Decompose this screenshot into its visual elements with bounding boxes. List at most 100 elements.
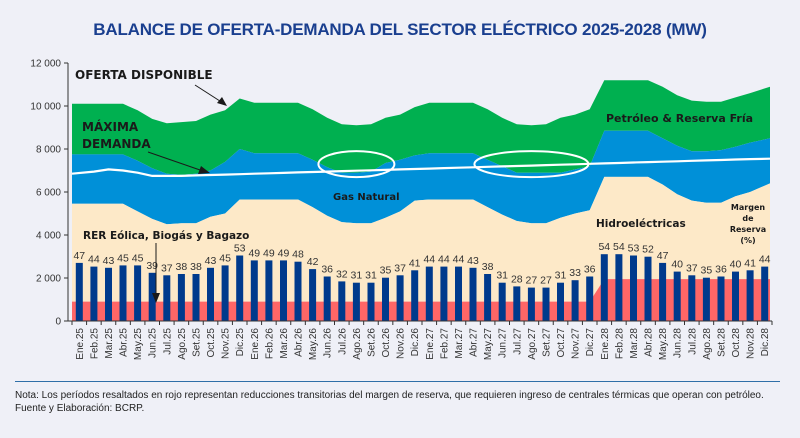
bar-value-label: 53: [628, 243, 640, 255]
x-tick-label: Ago.28: [702, 328, 713, 360]
bar: [294, 261, 302, 321]
demand-line-group: [71, 157, 771, 177]
x-tick-label: Abr.25: [119, 328, 130, 357]
bar-value-label: 41: [744, 257, 756, 269]
bar: [134, 265, 142, 321]
bar-value-label: 27: [526, 275, 538, 287]
x-tick-label: Nov.26: [396, 328, 407, 359]
x-tick-label: Oct.26: [381, 328, 392, 358]
bar-value-label: 31: [351, 270, 363, 282]
bar-value-label: 42: [307, 256, 319, 268]
highlight-ellipse: [317, 150, 396, 179]
x-tick-label: May.28: [658, 328, 669, 360]
bar: [411, 270, 419, 321]
arrow-demanda-line: [147, 151, 201, 171]
bar: [600, 254, 608, 321]
bar-value-label: 49: [278, 247, 290, 259]
x-tick-label: Feb.26: [264, 328, 275, 360]
bar: [761, 266, 769, 321]
source-text: Fuente y Elaboración: BCRP.: [15, 403, 145, 414]
bar: [527, 287, 535, 321]
bar-value-label: 44: [423, 254, 435, 266]
bar-value-label: 38: [482, 261, 494, 273]
x-tick-label: Dic.28: [760, 328, 771, 357]
area-gas-natural: [72, 130, 770, 225]
bar-value-label: 45: [219, 252, 231, 264]
bar-value-label: 37: [161, 262, 173, 274]
bar: [323, 276, 331, 321]
y-tick-label: 4 000: [36, 231, 61, 242]
x-tick-label: Set.25: [191, 328, 202, 357]
bar-value-label: 40: [730, 259, 742, 271]
x-tick-label: Dic.25: [235, 328, 246, 357]
chart-title: BALANCE DE OFERTA-DEMANDA DEL SECTOR ELÉ…: [93, 20, 707, 39]
bar-value-label: 49: [263, 247, 275, 259]
bar-value-label: 53: [234, 243, 246, 255]
x-tick-label: Oct.27: [556, 328, 567, 358]
bar: [221, 265, 229, 321]
bar-value-label: 36: [584, 264, 596, 276]
arrow-oferta-head: [217, 97, 227, 106]
x-tick-label: Jun.25: [148, 328, 159, 358]
y-tick-label: 6 000: [36, 188, 61, 199]
bar-value-label: 45: [132, 252, 144, 264]
bar-value-label: 48: [292, 249, 304, 261]
bar-value-label: 41: [409, 257, 421, 269]
bar: [484, 274, 492, 321]
label-petroleo: Petróleo & Reserva Fría: [606, 112, 753, 125]
y-tick-label: 10 000: [30, 102, 61, 113]
x-tick-label: Jun.26: [323, 328, 334, 358]
bar-value-label: 38: [176, 261, 188, 273]
x-tick-label: Abr.26: [294, 328, 305, 357]
bar: [105, 267, 112, 321]
bar: [455, 266, 462, 321]
area-petroleo: [72, 80, 770, 175]
x-tick-label: Set.28: [716, 328, 727, 357]
x-tick-label: Ago.26: [352, 328, 363, 360]
x-tick-label: May.27: [483, 328, 494, 360]
x-tick-label: Jul.27: [512, 328, 523, 355]
label-margen-3: Reserva: [730, 225, 766, 234]
bar: [338, 281, 346, 321]
bar: [586, 276, 594, 321]
bar-value-label: 38: [190, 261, 202, 273]
bar-value-label: 37: [394, 262, 406, 274]
bar-value-label: 36: [321, 264, 333, 276]
bar-value-label: 44: [88, 254, 100, 266]
bar: [148, 272, 156, 321]
arrow-rer-head: [152, 293, 160, 303]
bar-value-label: 31: [496, 270, 508, 282]
label-oferta: OFERTA DISPONIBLE: [75, 68, 213, 82]
bar: [90, 266, 98, 321]
label-demanda-1: MÁXIMA: [82, 119, 139, 134]
label-rer: RER Eólica, Biogás y Bagazo: [83, 230, 249, 242]
bar-value-label: 35: [380, 265, 392, 277]
x-tick-label: Mar.25: [104, 328, 115, 359]
x-tick-label: Set.27: [541, 328, 552, 357]
bar: [309, 269, 317, 321]
y-tick-label: 12 000: [30, 59, 61, 70]
bar: [265, 260, 273, 321]
bar: [440, 266, 448, 321]
bar: [236, 255, 244, 321]
bar: [75, 262, 83, 321]
x-tick-label: Ene.26: [250, 328, 261, 360]
x-tick-label: Oct.25: [206, 328, 217, 358]
x-tick-label: Jun.28: [673, 328, 684, 358]
label-demanda-2: DEMANDA: [82, 137, 151, 151]
bar: [280, 260, 287, 321]
x-tick-label: Ene.28: [600, 328, 611, 360]
x-tick-label: Nov.27: [571, 328, 582, 359]
bar-value-label: 45: [117, 252, 129, 264]
bar: [688, 275, 696, 321]
bar-value-label: 44: [453, 254, 465, 266]
bar: [163, 275, 171, 321]
x-tick-label: Set.26: [366, 328, 377, 357]
x-tick-label: Mar.27: [454, 328, 465, 359]
bar: [352, 282, 360, 321]
bar: [382, 277, 389, 321]
bar-value-label: 40: [671, 259, 683, 271]
bar: [207, 267, 214, 321]
